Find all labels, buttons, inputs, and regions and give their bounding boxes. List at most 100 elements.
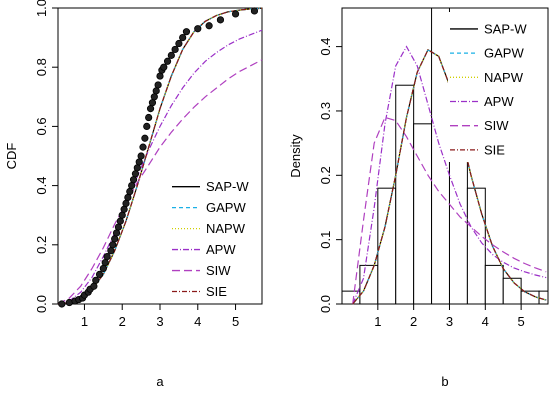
- y-tick-label: 0.0: [318, 295, 333, 313]
- y-tick-label: 0.6: [34, 117, 49, 135]
- empirical-point: [179, 33, 187, 42]
- y-tick-label: 0.1: [318, 231, 333, 249]
- histogram-bar: [466, 187, 486, 305]
- empirical-point: [101, 258, 109, 267]
- legend-entry: APW: [484, 94, 514, 109]
- empirical-point: [90, 282, 98, 290]
- empirical-point: [137, 152, 145, 160]
- empirical-point: [126, 187, 134, 196]
- x-tick-label: 5: [232, 314, 239, 329]
- histogram-bar: [413, 123, 433, 305]
- legend-entry: SAP-W: [206, 179, 249, 194]
- x-tick-label: 1: [374, 314, 381, 329]
- y-tick-label: 0.4: [318, 38, 333, 56]
- legend-entry: SIW: [206, 263, 231, 278]
- empirical-point: [129, 176, 138, 184]
- x-tick-label: 3: [446, 314, 453, 329]
- legend: SAP-W GAPW NAPW APW SIW SIE: [170, 172, 260, 302]
- empirical-point: [250, 7, 259, 15]
- x-tick-label: 2: [119, 314, 126, 329]
- empirical-point: [143, 122, 151, 131]
- empirical-point: [133, 164, 141, 172]
- histogram-bar: [538, 290, 549, 305]
- histogram-bar: [395, 84, 415, 305]
- legend-box: [170, 172, 260, 302]
- x-tick-label: 1: [81, 314, 88, 329]
- y-tick-label: 0.8: [34, 58, 49, 76]
- empirical-point: [116, 217, 124, 225]
- panel-b-density-chart: 1 2 3 4 5 0.0 0.1 0.2 0.3 0.4 Density b SAP-W GAPW NAP…: [288, 7, 549, 389]
- empirical-point: [154, 81, 162, 89]
- panel-a-cdf-chart: 1 2 3 4 5 0.0 0.2 0.4 0.6 0.8 1.0 CDF a SAP-W GAPW NAPW…: [4, 0, 263, 389]
- series-line-siw: [352, 116, 547, 305]
- legend-entry: SIE: [484, 142, 505, 157]
- empirical-point: [148, 99, 157, 107]
- panel-label: b: [441, 374, 448, 389]
- panel-label: a: [156, 374, 164, 389]
- empirical-point: [120, 205, 128, 213]
- series-line-apw: [352, 45, 547, 305]
- series-line-siw: [57, 59, 263, 305]
- legend-entry: SIE: [206, 284, 227, 299]
- y-axis-label: CDF: [4, 143, 19, 170]
- legend-box: [448, 12, 546, 162]
- empirical-point: [139, 143, 147, 151]
- empirical-point: [231, 10, 240, 18]
- empirical-point: [122, 199, 130, 207]
- empirical-point: [118, 211, 126, 219]
- legend-entry: NAPW: [484, 70, 524, 85]
- y-tick-label: 1.0: [34, 0, 49, 17]
- empirical-point: [160, 63, 168, 71]
- empirical-point: [182, 28, 191, 36]
- x-tick-label: 3: [156, 314, 163, 329]
- empirical-point: [175, 39, 183, 48]
- empirical-point: [150, 93, 158, 101]
- empirical-point: [99, 264, 107, 273]
- empirical-point: [58, 300, 66, 308]
- empirical-point: [131, 170, 140, 178]
- empirical-point: [135, 158, 143, 166]
- histogram-bar: [359, 264, 379, 305]
- empirical-point: [194, 25, 202, 33]
- y-tick-label: 0.2: [34, 236, 49, 254]
- legend-entry: NAPW: [206, 221, 246, 236]
- y-tick-label: 0.2: [318, 166, 333, 184]
- legend-entry: GAPW: [206, 200, 246, 215]
- empirical-point: [216, 16, 225, 24]
- empirical-point: [112, 229, 121, 237]
- legend-entry: SAP-W: [484, 21, 527, 36]
- empirical-point: [124, 193, 132, 202]
- legend-entry: APW: [206, 242, 236, 257]
- empirical-point: [111, 235, 119, 243]
- empirical-point: [156, 72, 164, 80]
- x-tick-label: 2: [410, 314, 417, 329]
- empirical-point: [146, 105, 155, 113]
- legend: SAP-W GAPW NAPW APW SIW SIE: [448, 12, 546, 162]
- series-line-sie: [57, 7, 263, 305]
- empirical-point: [205, 22, 213, 30]
- x-tick-label: 5: [518, 314, 525, 329]
- y-tick-label: 0.4: [34, 177, 49, 195]
- legend-entry: GAPW: [484, 46, 524, 61]
- empirical-point: [114, 223, 123, 231]
- legend-entry: SIW: [484, 118, 509, 133]
- empirical-point: [163, 57, 172, 65]
- histogram-bar: [484, 264, 504, 305]
- histogram-bar: [377, 187, 397, 305]
- y-tick-label: 0.0: [34, 295, 49, 313]
- y-axis-label: Density: [288, 134, 303, 178]
- empirical-point: [145, 113, 153, 122]
- x-tick-label: 4: [482, 314, 489, 329]
- empirical-point: [103, 253, 111, 261]
- empirical-point: [95, 270, 104, 278]
- histogram-bar: [431, 7, 450, 305]
- empirical-point: [141, 134, 149, 142]
- y-tick-label: 0.3: [318, 102, 333, 120]
- empirical-point: [171, 45, 179, 54]
- empirical-point: [92, 276, 100, 284]
- empirical-point: [107, 247, 115, 255]
- empirical-point: [109, 241, 117, 249]
- x-tick-label: 4: [194, 314, 201, 329]
- empirical-point: [128, 182, 136, 190]
